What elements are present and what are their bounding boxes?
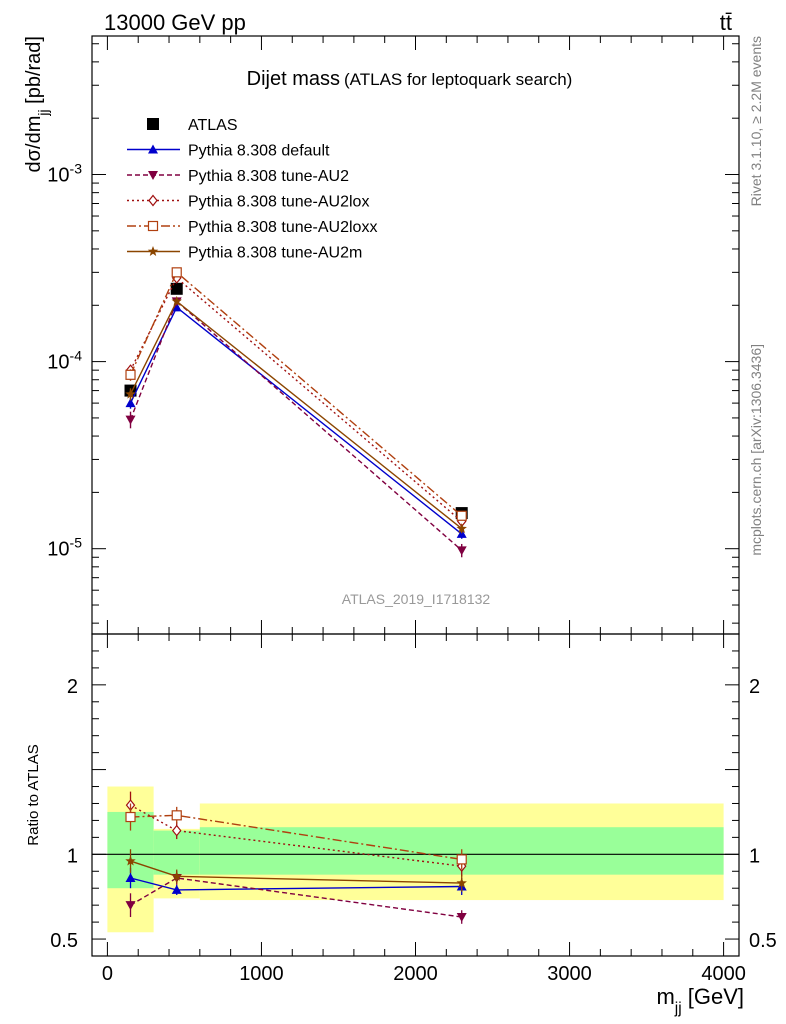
series-line [129, 276, 463, 522]
ratio-axis-label: Ratio to ATLAS [25, 744, 42, 845]
legend-marker [147, 118, 159, 130]
series-default [125, 302, 467, 539]
source-label: mcplots.cern.ch [arXiv:1306.3436] [748, 344, 764, 556]
legend-marker [148, 194, 158, 207]
x-tick-label: 4000 [701, 963, 746, 985]
legend-marker [147, 246, 159, 256]
ratio-y-tick-label: 2 [749, 676, 760, 698]
data-point [456, 546, 467, 556]
ratio-curves [125, 791, 467, 924]
ratio-panel: 0.5 0.5 1 1 2 2 0 1000 2000 3000 4000 [50, 633, 777, 985]
process-label: tt̄ [720, 10, 732, 35]
ratio-point [125, 855, 136, 866]
legend: ATLAS Pythia 8.308 default Pythia 8.308 tu… [127, 117, 377, 262]
legend-entry-au2m: Pythia 8.308 tune-AU2m [127, 245, 362, 262]
data-point [171, 302, 182, 312]
ratio-series-default [125, 867, 467, 895]
series-line [129, 271, 463, 517]
data-point [456, 523, 467, 534]
ratio-point [171, 884, 182, 894]
legend-entry-data: ATLAS [147, 117, 238, 134]
series-line [129, 300, 463, 551]
legend-label: Pythia 8.308 tune-AU2loxx [188, 219, 377, 236]
data-point [456, 510, 467, 521]
ratio-series-au2loxx [125, 803, 467, 870]
legend-entry-default: Pythia 8.308 default [127, 143, 330, 160]
y-axis-label: dσ/dmjj [pb/rad] [23, 36, 51, 172]
chart-title: Dijet mass [247, 68, 340, 90]
main-panel: 10-5 10-4 10-3 Dijet mass (ATLAS for lepto… [47, 35, 740, 635]
legend-marker [148, 144, 158, 154]
ratio-line [130, 877, 462, 918]
ratio-series-au2m [125, 849, 467, 892]
ratio-point [125, 901, 136, 911]
legend-entry-au2: Pythia 8.308 tune-AU2 [127, 168, 349, 185]
ratio-y-tick-label: 0.5 [749, 930, 777, 952]
series-au2m [125, 295, 467, 534]
series-line [129, 306, 463, 535]
x-tick-label: 0 [102, 963, 113, 985]
data-point [125, 369, 136, 380]
data-point [456, 528, 467, 538]
legend-entry-au2lox: Pythia 8.308 tune-AU2lox [127, 194, 369, 211]
legend-label: ATLAS [188, 117, 238, 134]
ratio-point [456, 877, 467, 888]
legend-marker [147, 220, 159, 232]
legend-label: Pythia 8.308 tune-AU2 [188, 168, 349, 185]
data-point [171, 295, 182, 306]
ratio-point [456, 913, 467, 923]
analysis-watermark: ATLAS_2019_I1718132 [342, 591, 491, 607]
ratio-frame [91, 633, 740, 957]
energy-label: 13000 GeV pp [104, 10, 246, 35]
ratio-y-tick-label: 0.5 [50, 930, 78, 952]
data-point [125, 398, 136, 408]
data-point [170, 282, 183, 295]
legend-entry-au2loxx: Pythia 8.308 tune-AU2loxx [127, 219, 377, 236]
x-tick-label: 2000 [393, 963, 438, 985]
rivet-version-label: Rivet 3.1.10, ≥ 2.2M events [748, 36, 764, 206]
ratio-y-tick-label: 1 [67, 845, 78, 867]
ratio-point [171, 870, 182, 881]
ratio-point [125, 811, 136, 823]
ratio-y-tick-label: 2 [67, 676, 78, 698]
ratio-point [171, 810, 182, 821]
ratio-point [171, 824, 182, 837]
main-curves [124, 267, 468, 558]
legend-label: Pythia 8.308 default [188, 143, 330, 160]
chart-subtitle: (ATLAS for leptoquark search) [344, 70, 572, 89]
legend-marker [148, 171, 158, 180]
y-tick-label: 10-4 [47, 348, 82, 374]
ratio-point [456, 854, 467, 865]
ratio-bands [92, 786, 739, 933]
series-data [124, 282, 468, 520]
legend-label: Pythia 8.308 tune-AU2lox [188, 194, 369, 211]
series-au2loxx [125, 267, 467, 521]
ratio-y-tick-label: 1 [749, 845, 760, 867]
x-tick-label: 3000 [547, 963, 592, 985]
data-point [171, 267, 182, 278]
data-point [125, 415, 136, 425]
x-axis-label: mjj [GeV] [656, 984, 744, 1017]
y-tick-label: 10-5 [47, 535, 82, 561]
legend-label: Pythia 8.308 tune-AU2m [188, 245, 362, 262]
ratio-point [125, 873, 136, 883]
x-tick-label: 1000 [239, 963, 284, 985]
data-point [125, 388, 136, 399]
series-au2 [125, 297, 467, 558]
ratio-axes: 0.5 0.5 1 1 2 2 0 1000 2000 3000 4000 [50, 633, 777, 985]
y-tick-label: 10-3 [47, 161, 82, 187]
